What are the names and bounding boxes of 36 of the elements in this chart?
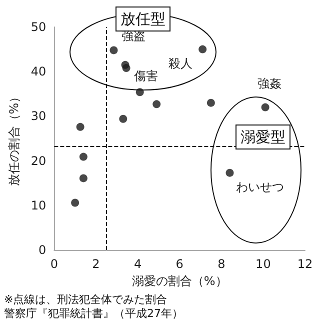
annotation: 強盗 (122, 29, 146, 44)
annotation: 強姦 (257, 76, 282, 90)
point (110, 46, 118, 54)
y-tick-label: 50 (30, 20, 46, 34)
y-tick-label: 30 (30, 109, 46, 124)
point (76, 122, 84, 131)
text: 警察庁『犯罪統計書』（平成27年） (4, 307, 183, 320)
y-tick-label: 0 (38, 243, 46, 257)
point (79, 152, 88, 161)
annotation: 殺人 (168, 56, 193, 70)
point (261, 103, 270, 112)
point (119, 114, 128, 123)
x-tick-label: 2 (92, 257, 100, 271)
x-tick-label: 6 (176, 257, 184, 271)
x-tick-label: 4 (134, 257, 142, 271)
x-tick-label: 12 (297, 257, 313, 271)
y-tick-label: 20 (30, 154, 46, 168)
annotation: 傷害 (132, 69, 158, 84)
x-tick-label: 8 (218, 257, 226, 271)
x-axis-title: 溺愛の割合（%） (132, 274, 228, 288)
point (79, 174, 88, 182)
text: ※点線は、刑法犯全体でみた割合 (4, 293, 168, 306)
point (122, 64, 130, 72)
x-tick-label: 0 (50, 257, 58, 271)
annotation: 溺愛型 (240, 128, 286, 146)
point (198, 45, 207, 54)
annotation: 放任型 (120, 10, 166, 28)
point (71, 198, 80, 207)
point (206, 98, 215, 107)
point (152, 100, 161, 108)
annotation: わいせつ (236, 180, 284, 194)
x-tick-label: 10 (256, 257, 271, 271)
y-tick-label: 10 (30, 198, 46, 212)
y-tick-label: 40 (30, 64, 46, 79)
point (226, 168, 234, 177)
y-axis-title: 放任の割合（%） (7, 90, 21, 186)
